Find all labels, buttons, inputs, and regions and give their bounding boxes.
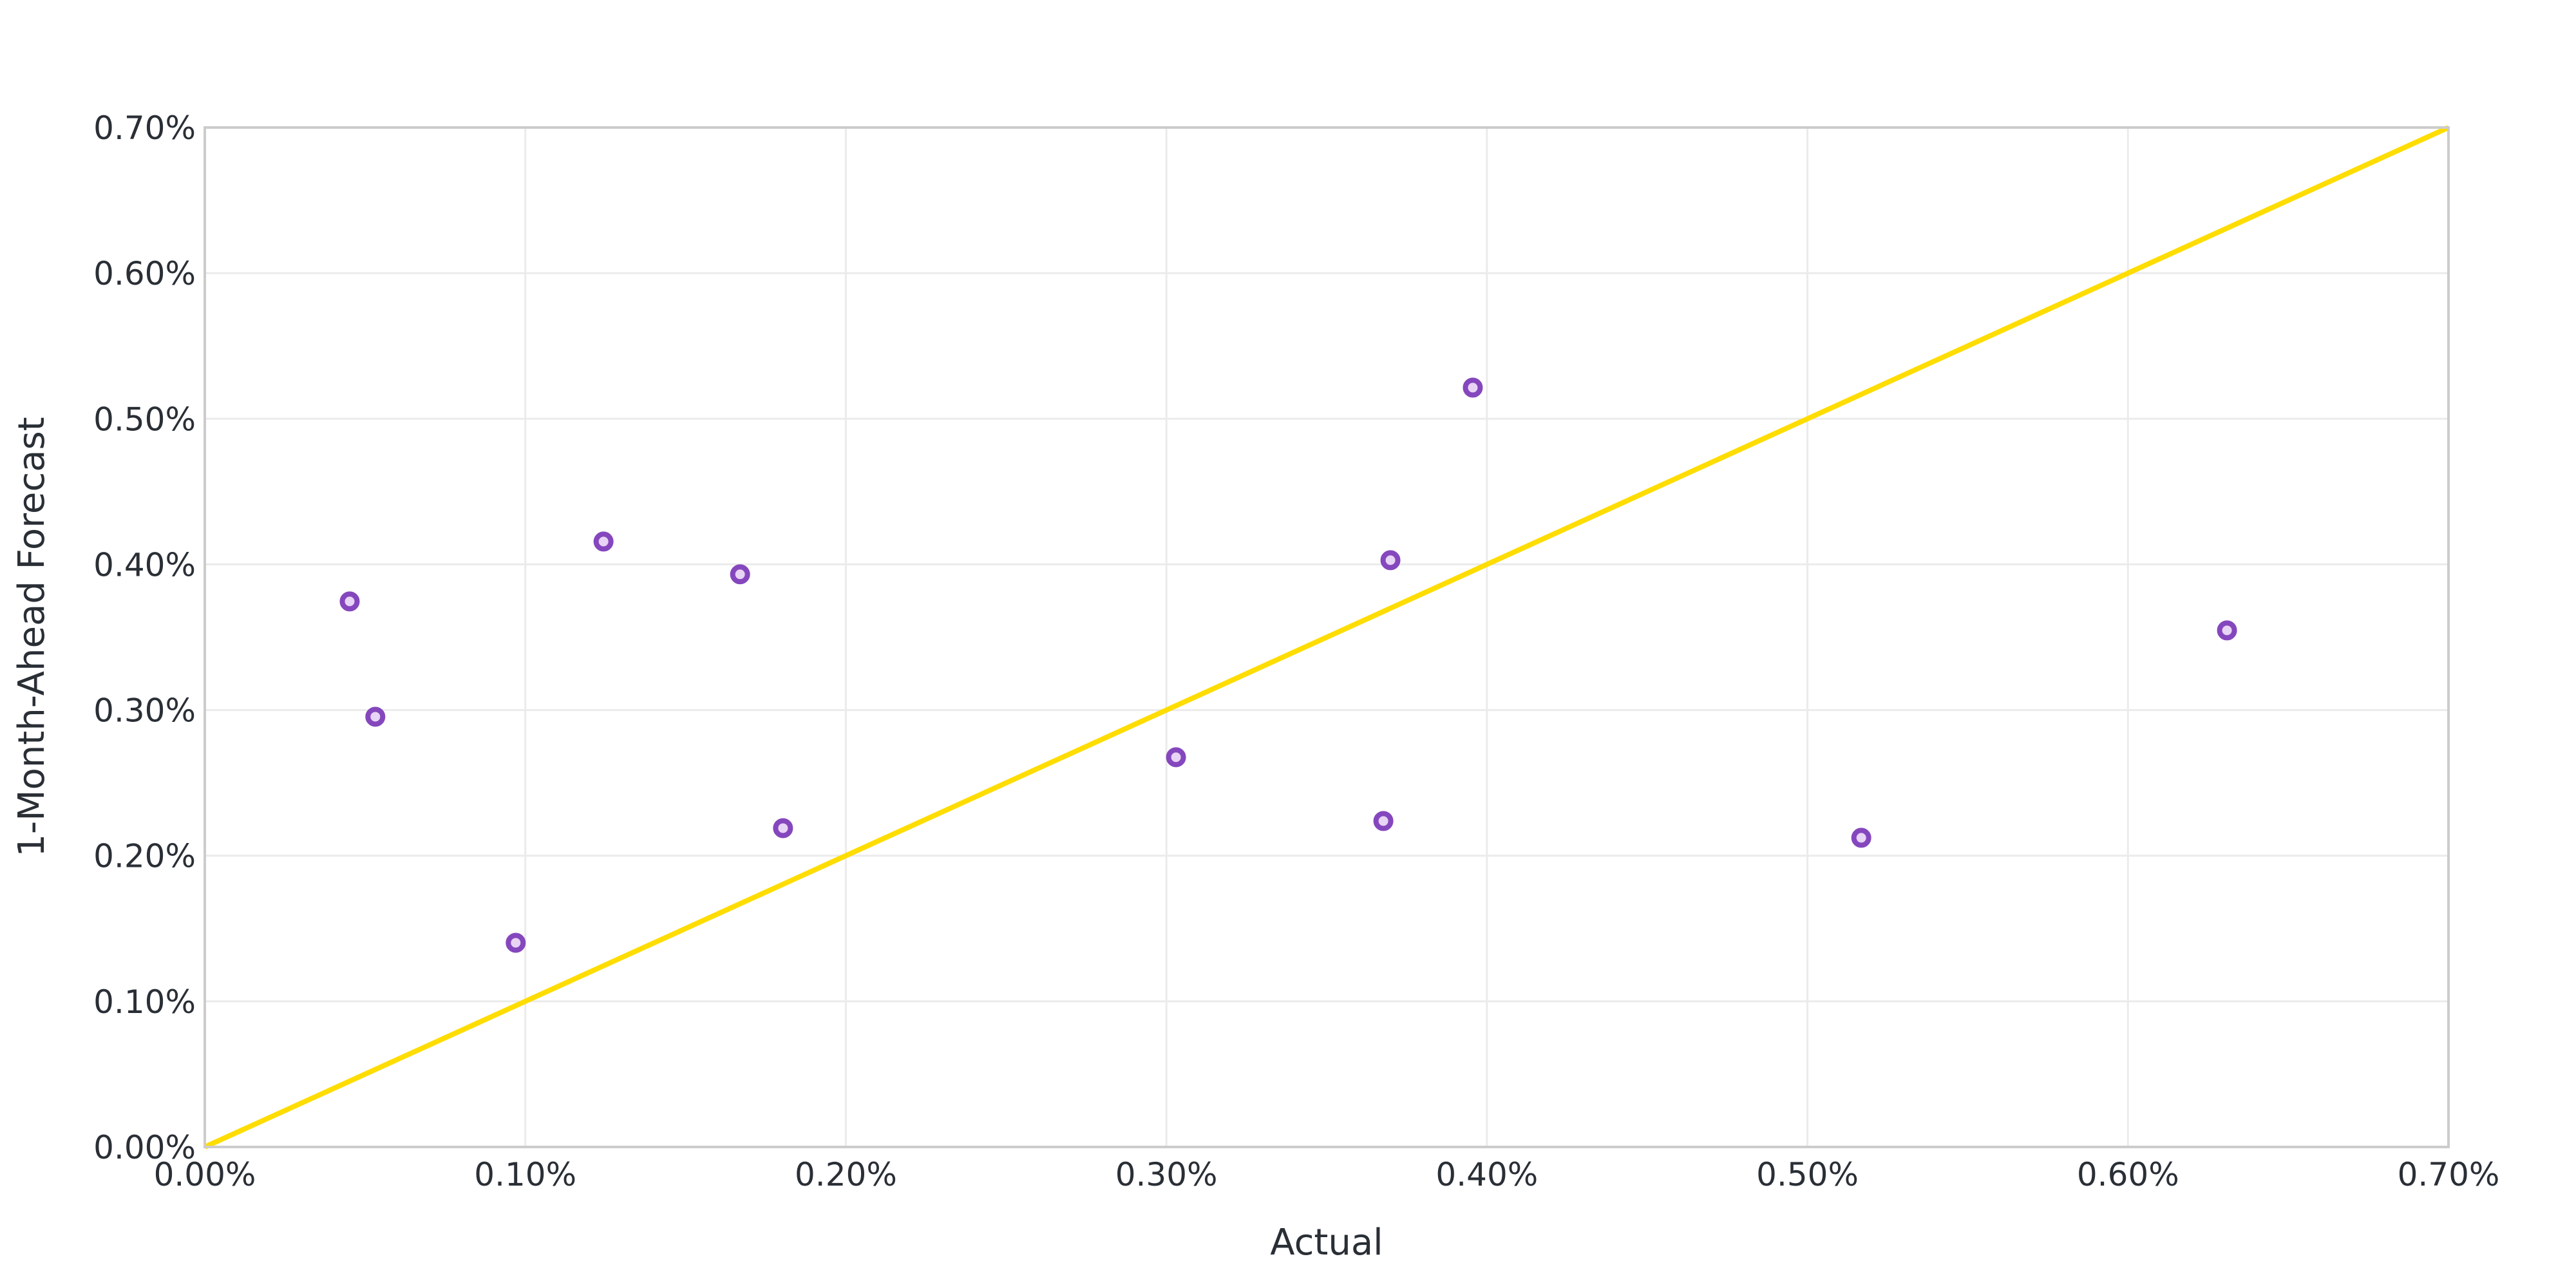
y-tick-label: 0.00%: [93, 1129, 196, 1166]
scatter-point[interactable]: [773, 818, 793, 838]
y-tick-label: 0.50%: [93, 401, 196, 438]
x-tick-label: 0.10%: [474, 1156, 576, 1193]
scatter-point[interactable]: [593, 531, 614, 552]
x-axis-title: Actual: [1270, 1222, 1383, 1264]
plot-area-border: [204, 126, 2450, 1148]
y-tick-label: 0.40%: [93, 546, 196, 583]
diagonal-reference-line: [204, 125, 2450, 1150]
scatter-point[interactable]: [1166, 747, 1186, 768]
x-axis-ticks: 0.00% 0.10% 0.20% 0.30% 0.40% 0.50% 0.60% 0.70%: [154, 1156, 2500, 1193]
y-tick-label: 0.70%: [93, 109, 196, 147]
x-tick-label: 0.30%: [1115, 1156, 1218, 1193]
scatter-point[interactable]: [1851, 828, 1871, 848]
x-tick-label: 0.20%: [795, 1156, 897, 1193]
data-points: [339, 377, 2237, 953]
y-axis-ticks: 0.00% 0.10% 0.20% 0.30% 0.40% 0.50% 0.60% 0.70%: [93, 109, 196, 1166]
scatter-point[interactable]: [365, 706, 386, 727]
y-tick-label: 0.10%: [93, 983, 196, 1021]
reference-line: [204, 125, 2450, 1150]
y-tick-label: 0.20%: [93, 838, 196, 875]
scatter-point[interactable]: [1380, 550, 1401, 571]
x-tick-label: 0.50%: [1756, 1156, 1859, 1193]
scatter-point[interactable]: [506, 933, 526, 953]
x-tick-label: 0.40%: [1435, 1156, 1538, 1193]
y-tick-label: 0.60%: [93, 255, 196, 292]
gridlines: [205, 128, 2448, 1147]
x-tick-label: 0.70%: [2398, 1156, 2500, 1193]
x-tick-label: 0.60%: [2077, 1156, 2179, 1193]
scatter-point[interactable]: [1463, 377, 1483, 398]
scatter-point[interactable]: [2217, 620, 2237, 641]
y-axis-title: 1-Month-Ahead Forecast: [11, 417, 53, 857]
scatter-point[interactable]: [1373, 811, 1394, 831]
x-tick-label: 0.00%: [154, 1156, 256, 1193]
scatter-point[interactable]: [339, 591, 360, 612]
y-tick-label: 0.30%: [93, 692, 196, 730]
scatter-point[interactable]: [730, 564, 750, 585]
